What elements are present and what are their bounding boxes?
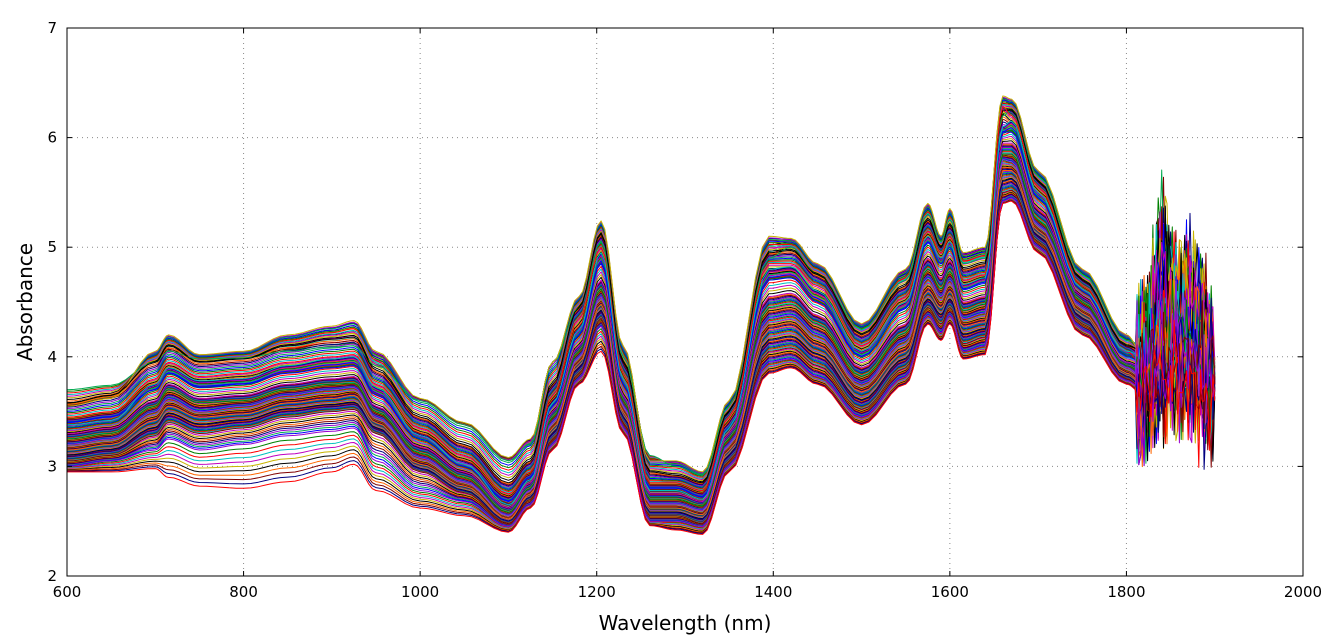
y-tick-labels: 2 3 4 5 6 7 — [47, 19, 57, 585]
x-tick-labels: 600 800 1000 1200 1400 1600 1800 2000 — [53, 583, 1322, 601]
x-tick-label: 1000 — [401, 583, 439, 601]
x-tick-label: 600 — [53, 583, 82, 601]
y-tick-label: 5 — [47, 238, 57, 256]
spectrum-line — [66, 178, 1216, 522]
spectrum-line — [67, 200, 1216, 535]
x-tick-label: 1800 — [1107, 583, 1145, 601]
x-tick-label: 2000 — [1284, 583, 1322, 601]
y-tick-label: 7 — [47, 19, 57, 37]
y-axis-label: Absorbance — [13, 243, 37, 361]
axis-ticks — [66, 27, 1304, 577]
x-tick-label: 1400 — [754, 583, 792, 601]
spectrum-line — [66, 106, 1216, 495]
x-tick-label: 800 — [229, 583, 258, 601]
y-tick-label: 6 — [47, 129, 57, 147]
spectrum-line — [66, 197, 1216, 528]
spectrum-line — [66, 153, 1216, 513]
x-tick-label: 1200 — [578, 583, 616, 601]
plot-frame — [66, 27, 1304, 577]
spectrum-line — [66, 189, 1216, 524]
x-tick-label: 1600 — [931, 583, 969, 601]
y-tick-label: 4 — [47, 348, 57, 366]
y-tick-label: 2 — [47, 567, 57, 585]
spectrum-line — [66, 95, 1216, 473]
spectrum-line — [67, 200, 1216, 535]
x-axis-label: Wavelength (nm) — [599, 611, 772, 635]
spectra-series — [66, 95, 1216, 535]
y-tick-label: 3 — [47, 457, 57, 475]
spectrum-line — [66, 159, 1216, 517]
